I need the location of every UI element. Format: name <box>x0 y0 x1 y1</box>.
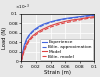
Bilin. approximation <box>94 15 95 16</box>
Model <box>22 54 23 55</box>
Experience <box>39 26 40 27</box>
Experience <box>32 31 33 32</box>
Experience <box>21 61 22 62</box>
Experience <box>79 16 80 17</box>
Bilin. model <box>94 17 95 18</box>
Bilin. model <box>24 51 25 52</box>
Bilin. approximation <box>24 47 25 48</box>
Bilin. approximation <box>28 36 29 37</box>
Bilin. approximation <box>43 25 44 26</box>
Model <box>87 17 88 18</box>
Bilin. model <box>79 19 80 20</box>
Model <box>57 23 58 24</box>
Model <box>32 36 33 37</box>
Experience <box>50 21 51 22</box>
Bilin. approximation <box>21 57 23 58</box>
Bilin. model <box>57 24 58 25</box>
Bilin. model <box>28 41 29 42</box>
Bilin. model <box>21 58 23 59</box>
Bilin. approximation <box>50 22 51 23</box>
Bilin. model <box>87 18 88 19</box>
Experience <box>35 28 36 29</box>
Bilin. approximation <box>79 17 80 18</box>
Line: Bilin. model: Bilin. model <box>21 18 94 61</box>
Experience <box>87 15 88 16</box>
Model <box>26 44 27 45</box>
Model <box>65 21 66 22</box>
Experience <box>57 19 58 20</box>
Bilin. approximation <box>21 61 22 62</box>
Model <box>21 61 22 62</box>
Model <box>28 40 29 41</box>
X-axis label: Strain (m): Strain (m) <box>44 70 71 75</box>
Bilin. approximation <box>87 16 88 17</box>
Bilin. approximation <box>26 40 27 41</box>
Bilin. model <box>43 30 44 31</box>
Line: Experience: Experience <box>21 15 94 61</box>
Legend: Experience, Bilin. approximation, Model, Bilin. model: Experience, Bilin. approximation, Model,… <box>40 39 93 60</box>
Line: Bilin. approximation: Bilin. approximation <box>21 15 94 61</box>
Bilin. model <box>26 46 27 47</box>
Model <box>35 33 36 34</box>
Bilin. model <box>32 37 33 38</box>
Bilin. approximation <box>35 29 36 30</box>
Y-axis label: Load (N): Load (N) <box>2 26 7 49</box>
Model <box>39 30 40 31</box>
Experience <box>65 18 66 19</box>
Bilin. model <box>21 61 22 62</box>
Experience <box>22 51 23 52</box>
Bilin. model <box>35 34 36 35</box>
Experience <box>72 17 73 18</box>
Experience <box>94 14 95 15</box>
Bilin. approximation <box>22 52 23 53</box>
Bilin. model <box>39 32 40 33</box>
Bilin. approximation <box>39 27 40 28</box>
Experience <box>26 39 27 40</box>
Bilin. model <box>22 55 23 56</box>
Model <box>43 28 44 29</box>
Model <box>24 49 25 50</box>
Bilin. model <box>72 21 73 22</box>
Line: Model: Model <box>21 17 94 61</box>
Experience <box>24 45 25 46</box>
Bilin. approximation <box>32 32 33 33</box>
Model <box>50 25 51 26</box>
Experience <box>21 56 23 57</box>
Experience <box>28 35 29 36</box>
Bilin. model <box>50 27 51 28</box>
Text: $\times10^{-3}$: $\times10^{-3}$ <box>15 3 30 12</box>
Model <box>72 19 73 20</box>
Bilin. approximation <box>57 20 58 21</box>
Model <box>94 16 95 17</box>
Experience <box>43 24 44 25</box>
Bilin. model <box>65 22 66 23</box>
